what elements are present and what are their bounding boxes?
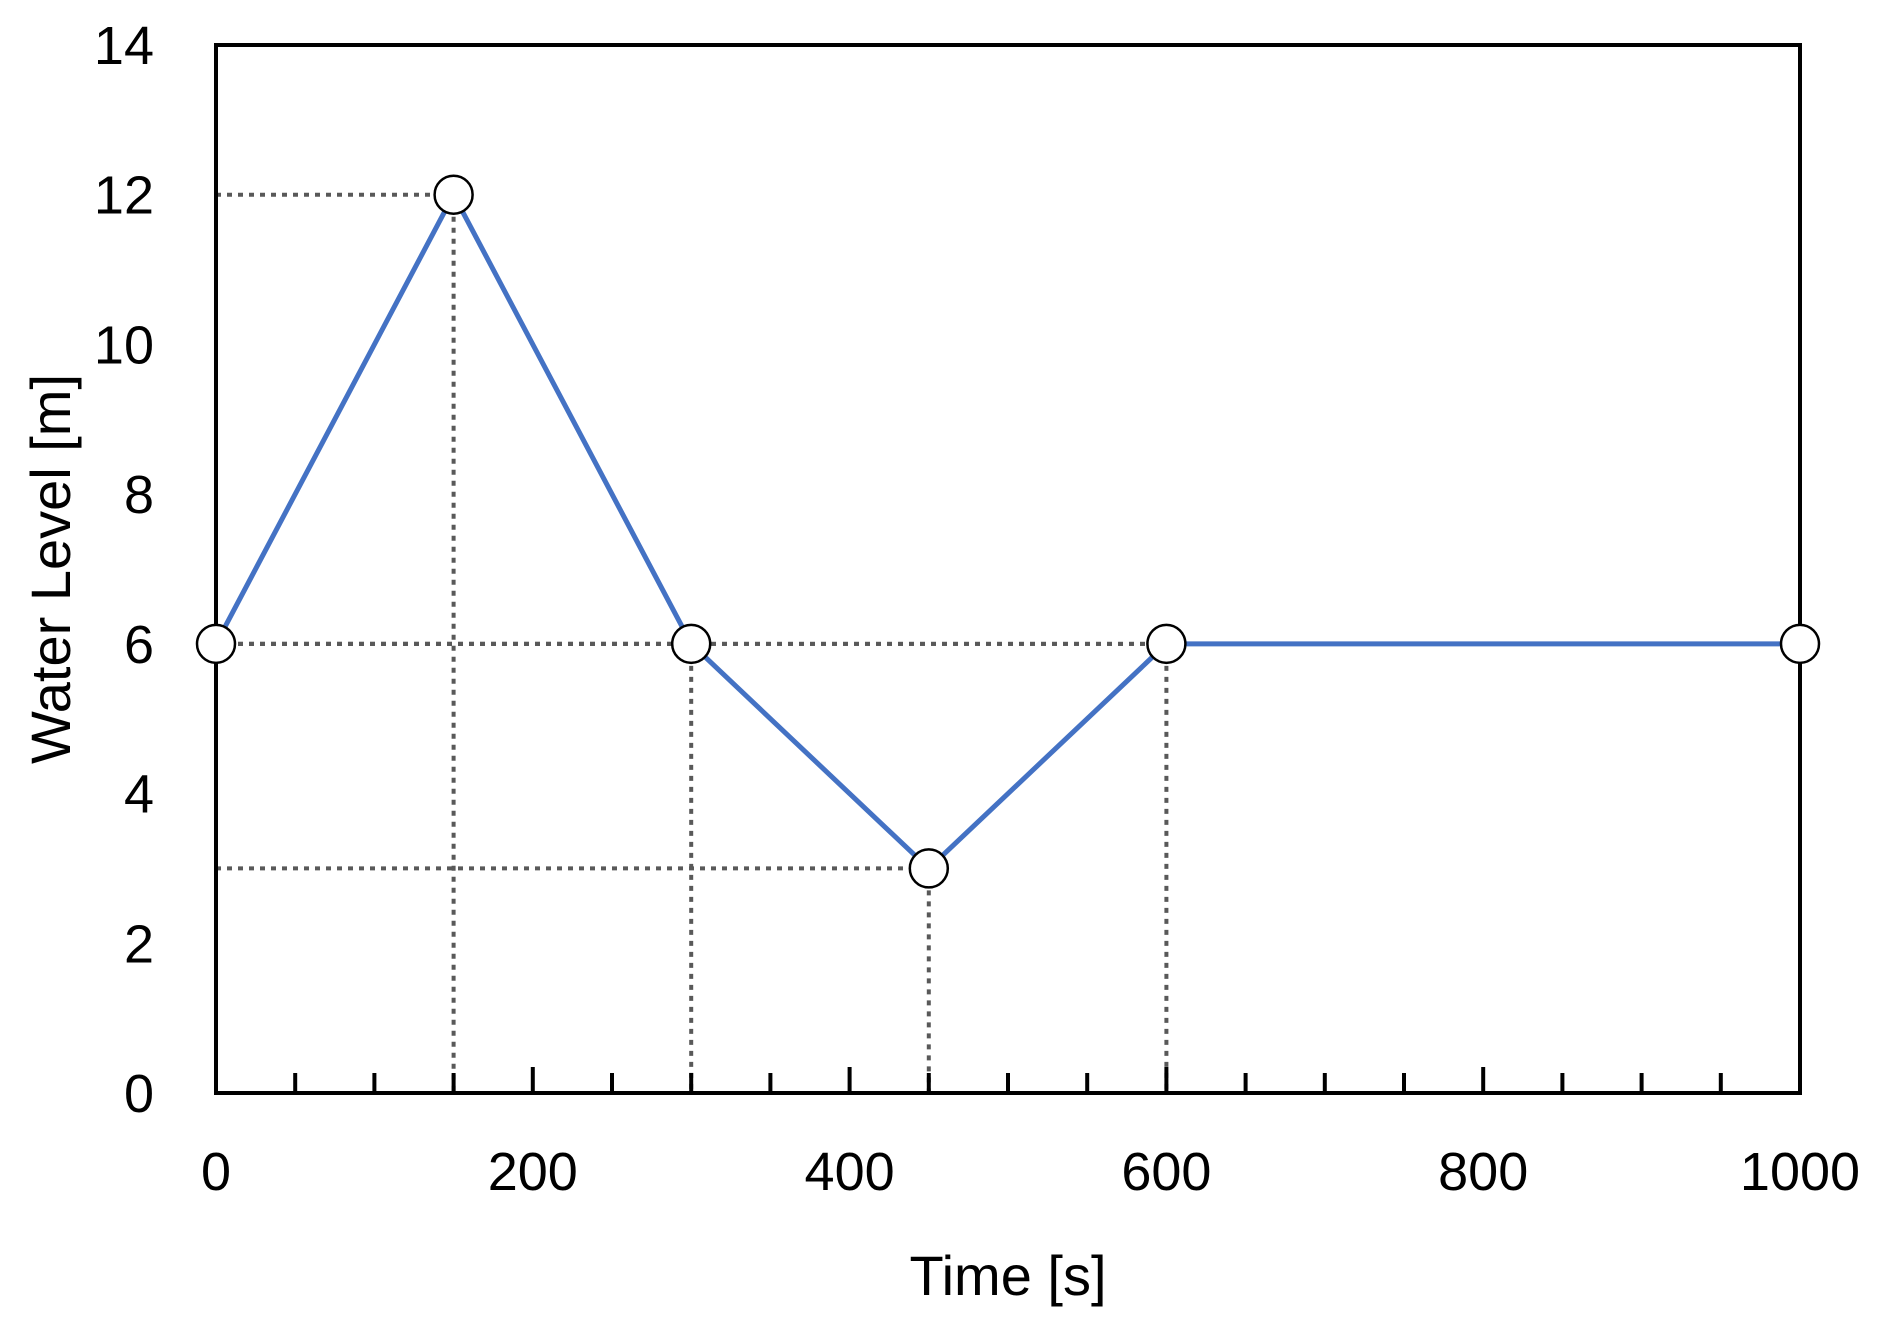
x-axis-ticks [214, 1067, 1802, 1093]
data-point-marker [433, 174, 474, 215]
y-tick-label: 10 [94, 315, 154, 375]
x-axis-title: Time [s] [909, 1244, 1106, 1307]
y-tick-label: 2 [124, 914, 154, 974]
y-tick-label: 14 [94, 16, 154, 76]
x-tick-label: 800 [1438, 1142, 1528, 1202]
x-axis-tick-labels: 0 200 400 600 800 1000 [201, 1142, 1860, 1202]
x-tick-label: 600 [1121, 1142, 1211, 1202]
y-axis-title: Water Level [m] [19, 374, 82, 764]
series-line [213, 192, 1800, 871]
x-tick-label: 400 [805, 1142, 895, 1202]
y-tick-label: 12 [94, 166, 154, 226]
y-tick-label: 4 [124, 765, 154, 825]
data-point-marker [1779, 623, 1821, 665]
x-tick-label: 0 [201, 1142, 231, 1202]
x-tick-label: 200 [488, 1142, 578, 1202]
data-point-marker [670, 623, 712, 665]
y-axis-tick-labels: 0 2 4 6 8 10 12 14 [94, 16, 154, 1124]
y-tick-label: 6 [124, 615, 154, 675]
x-tick-label: 1000 [1740, 1142, 1860, 1202]
data-point-marker [195, 623, 237, 665]
y-tick-label: 8 [124, 465, 154, 525]
series-group [195, 174, 1821, 889]
data-point-marker [908, 848, 950, 889]
y-tick-label: 0 [124, 1064, 154, 1124]
data-point-marker [1146, 623, 1187, 665]
